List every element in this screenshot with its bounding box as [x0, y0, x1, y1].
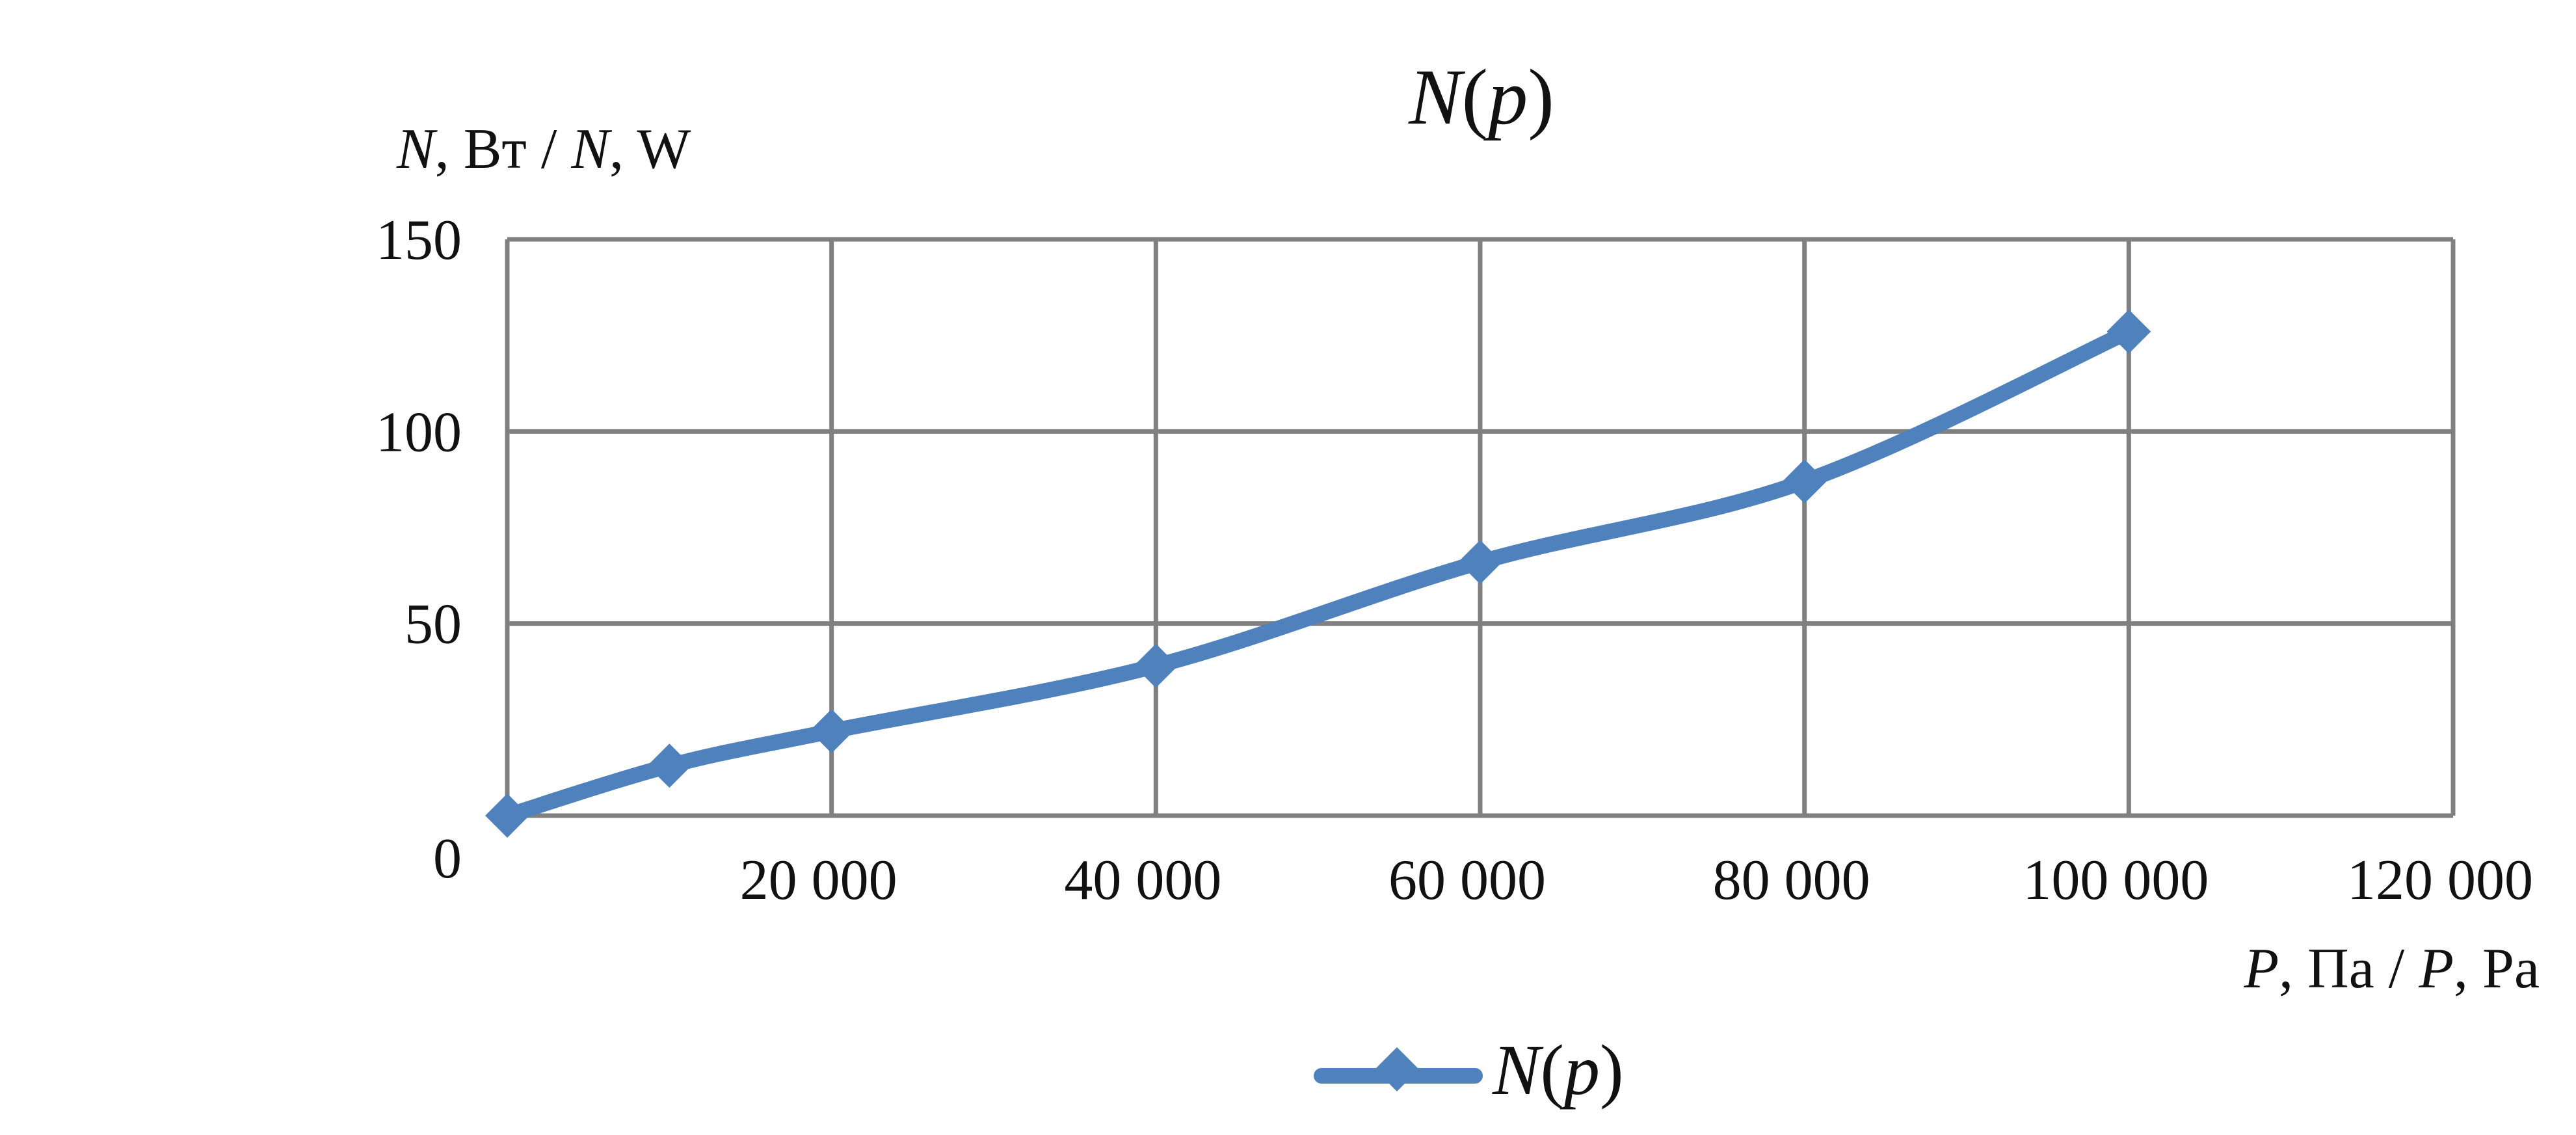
x-axis-label-sym1: P — [2243, 937, 2279, 1000]
x-tick-label: 120 000 — [2347, 849, 2533, 912]
y-tick-label: 150 — [376, 209, 462, 272]
data-point-marker — [1134, 643, 1178, 688]
y-axis-label-sym2: N — [570, 118, 612, 181]
tick-label-layer: 0 50 100 150 20 000 40 000 60 000 80 000 100 000… — [376, 209, 2533, 912]
data-point-marker — [1782, 459, 1827, 504]
legend-label: N(p) — [1492, 1030, 1624, 1110]
data-point-marker — [485, 794, 529, 838]
legend-label-var: p — [1560, 1030, 1600, 1110]
legend-label-open: ( — [1540, 1030, 1564, 1110]
legend: N(p) — [1314, 1030, 1624, 1110]
x-axis-label-sym2: P — [2418, 937, 2454, 1000]
data-point-marker — [809, 709, 854, 753]
y-axis-label-unit1: , Вт / — [435, 118, 572, 181]
y-tick-label: 50 — [405, 593, 462, 656]
y-tick-label: 100 — [376, 401, 462, 464]
chart-title-open: ( — [1462, 53, 1489, 141]
x-axis-label: P, Па / P, Pa — [2243, 937, 2540, 1000]
legend-label-symbol: N — [1492, 1030, 1544, 1110]
x-tick-label: 60 000 — [1388, 849, 1546, 912]
series-line — [499, 323, 2137, 823]
data-point-marker — [647, 743, 692, 788]
grid-layer — [505, 237, 2456, 818]
legend-label-close: ) — [1600, 1030, 1624, 1110]
legend-marker-swatch — [1375, 1047, 1419, 1091]
x-tick-label: 20 000 — [740, 849, 897, 912]
y-axis-label: N, Вт / N, W — [396, 118, 691, 181]
x-tick-label: 80 000 — [1713, 849, 1870, 912]
series-layer — [485, 309, 2151, 838]
x-tick-label: 100 000 — [2023, 849, 2209, 912]
x-axis-label-unit1: , Па / — [2279, 937, 2419, 1000]
y-axis-label-unit2: , W — [609, 118, 691, 181]
x-tick-label: 40 000 — [1064, 849, 1221, 912]
y-tick-label: 0 — [433, 827, 462, 890]
data-point-marker — [1458, 540, 1502, 585]
x-axis-label-unit2: , Pa — [2454, 937, 2540, 1000]
data-point-marker — [2106, 309, 2151, 354]
chart-title: N(p) — [1408, 53, 1554, 141]
chart-title-close: ) — [1528, 53, 1554, 141]
chart-title-var: p — [1483, 53, 1528, 141]
chart-title-symbol: N — [1408, 53, 1466, 141]
y-axis-label-sym1: N — [396, 118, 438, 181]
